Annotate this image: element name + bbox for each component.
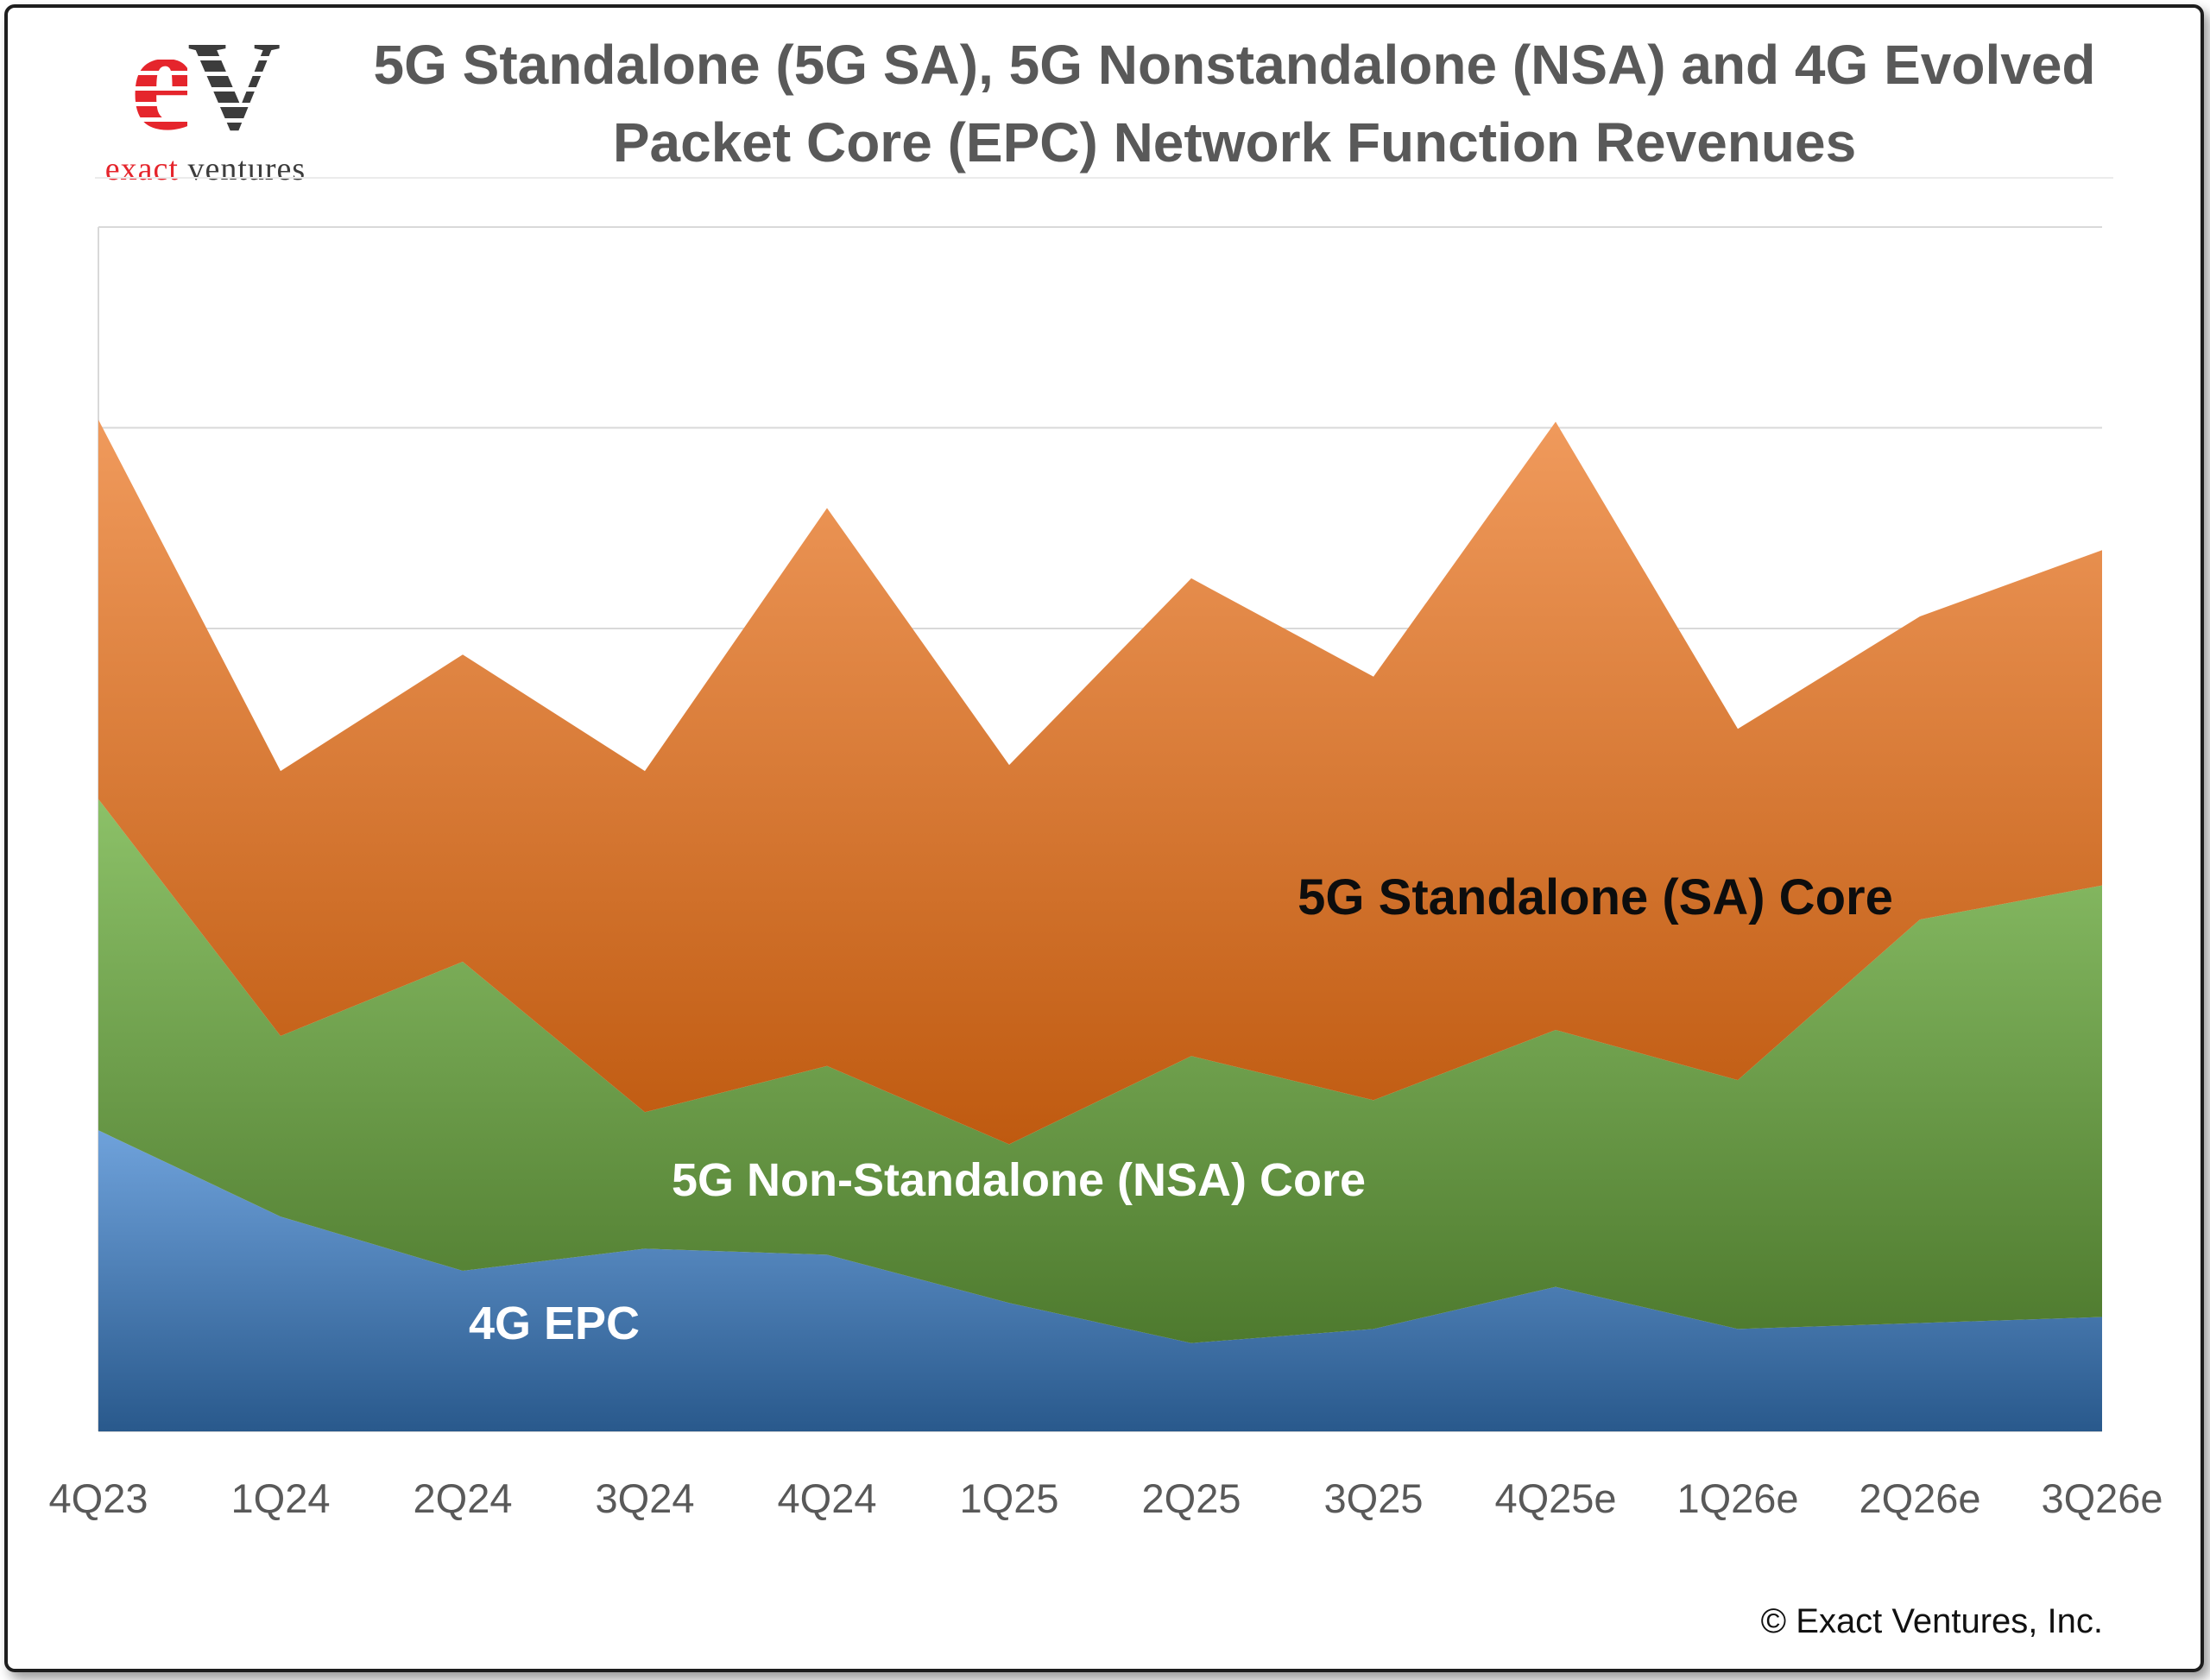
x-axis-label-3q26e: 3Q26e — [2041, 1475, 2163, 1521]
logo-word-ventures: ventures — [187, 151, 306, 187]
logo-letter-e: e — [130, 0, 196, 161]
x-axis-label-1q25: 1Q25 — [959, 1475, 1059, 1521]
x-axis-label-3q25: 3Q25 — [1323, 1475, 1424, 1521]
logo-wordmark: exact ventures — [76, 150, 335, 188]
area-5g-sa-core — [98, 420, 2102, 1145]
x-axis-label-2q24: 2Q24 — [413, 1475, 513, 1521]
x-axis-label-4q23: 4Q23 — [48, 1475, 148, 1521]
series-label-5g-nsa-core: 5G Non-Standalone (NSA) Core — [671, 1154, 1367, 1206]
x-axis-label-2q25: 2Q25 — [1141, 1475, 1241, 1521]
chart-title: 5G Standalone (5G SA), 5G Nonstandalone … — [345, 26, 2124, 181]
area-4g-epc — [98, 1130, 2102, 1431]
logo-word-exact: exact — [104, 151, 179, 187]
series-label-5g-sa-core: 5G Standalone (SA) Core — [1298, 869, 1893, 925]
x-axis-label-2q26e: 2Q26e — [1859, 1475, 1981, 1521]
logo-ev-mark: eV — [76, 5, 335, 154]
x-axis-label-1q26e: 1Q26e — [1676, 1475, 1799, 1521]
x-axis-label-1q24: 1Q24 — [230, 1475, 331, 1521]
x-axis-label-4q24: 4Q24 — [777, 1475, 877, 1521]
series-label-4g-epc: 4G EPC — [468, 1298, 641, 1349]
x-axis-label-4q25e: 4Q25e — [1494, 1475, 1617, 1521]
chart-title-line1: 5G Standalone (5G SA), 5G Nonstandalone … — [373, 34, 2096, 96]
exact-ventures-logo: eV exact ventures — [76, 5, 335, 188]
logo-letter-v: V — [187, 14, 281, 157]
x-axis-label-3q24: 3Q24 — [595, 1475, 695, 1521]
title-divider — [95, 177, 2113, 179]
copyright-text: © Exact Ventures, Inc. — [1760, 1602, 2103, 1640]
area-5g-nsa-core — [98, 799, 2102, 1343]
chart-title-line2: Packet Core (EPC) Network Function Reven… — [612, 111, 1857, 174]
